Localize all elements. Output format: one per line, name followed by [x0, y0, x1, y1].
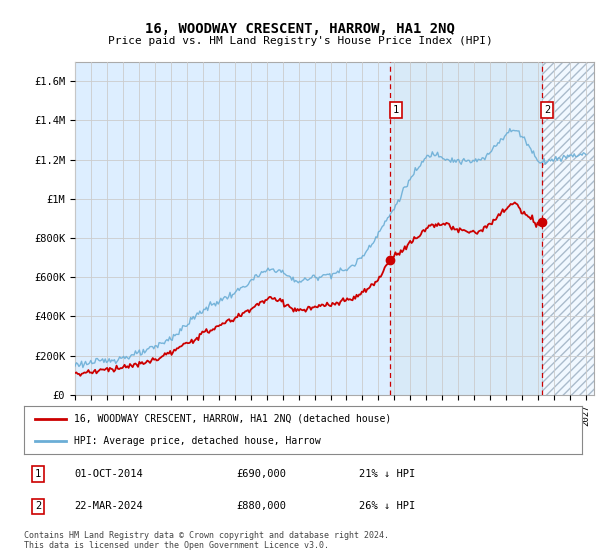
Text: 2: 2 — [35, 501, 41, 511]
Text: Contains HM Land Registry data © Crown copyright and database right 2024.
This d: Contains HM Land Registry data © Crown c… — [24, 531, 389, 550]
Text: £880,000: £880,000 — [236, 501, 286, 511]
Text: Price paid vs. HM Land Registry's House Price Index (HPI): Price paid vs. HM Land Registry's House … — [107, 36, 493, 46]
Text: 1: 1 — [393, 105, 399, 115]
Text: £690,000: £690,000 — [236, 469, 286, 479]
Text: HPI: Average price, detached house, Harrow: HPI: Average price, detached house, Harr… — [74, 436, 321, 446]
Point — [62, 416, 70, 422]
Text: 26% ↓ HPI: 26% ↓ HPI — [359, 501, 415, 511]
Text: 16, WOODWAY CRESCENT, HARROW, HA1 2NQ (detached house): 16, WOODWAY CRESCENT, HARROW, HA1 2NQ (d… — [74, 414, 391, 424]
Text: 22-MAR-2024: 22-MAR-2024 — [74, 501, 143, 511]
Text: 21% ↓ HPI: 21% ↓ HPI — [359, 469, 415, 479]
Point — [32, 416, 39, 422]
Point — [62, 437, 70, 444]
Bar — [542, 62, 594, 395]
Text: 16, WOODWAY CRESCENT, HARROW, HA1 2NQ: 16, WOODWAY CRESCENT, HARROW, HA1 2NQ — [145, 22, 455, 36]
Text: 01-OCT-2014: 01-OCT-2014 — [74, 469, 143, 479]
Bar — [542, 62, 594, 395]
Bar — [391, 62, 542, 395]
Text: 1: 1 — [35, 469, 41, 479]
Text: 2: 2 — [544, 105, 550, 115]
Point — [32, 437, 39, 444]
